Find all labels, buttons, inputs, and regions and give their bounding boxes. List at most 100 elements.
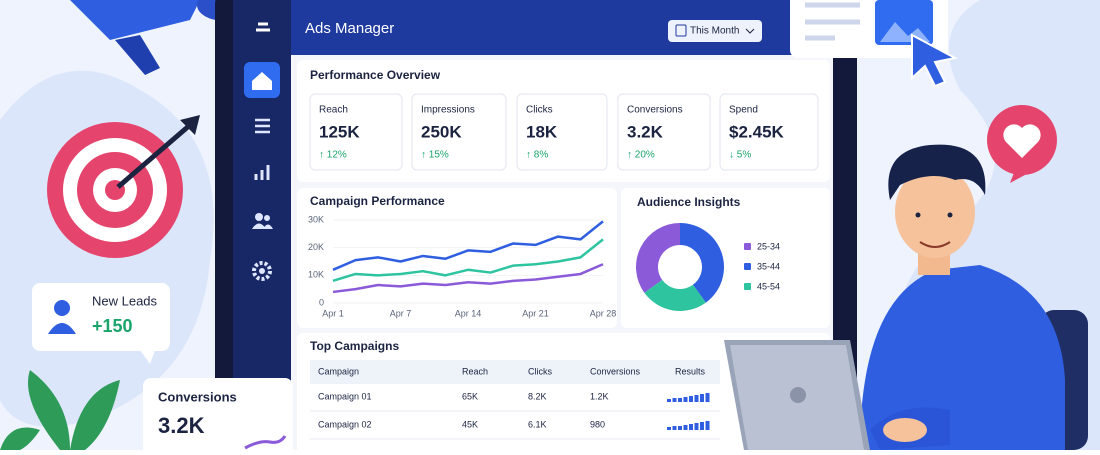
x-tick-label: Apr 1 (322, 308, 344, 318)
panel-title: Campaign Performance (310, 194, 445, 208)
text-lines (805, 2, 860, 41)
donut-segment (680, 223, 724, 303)
kpi-change: ↑ 20% (627, 150, 655, 161)
result-bar (694, 423, 699, 430)
nav-audience[interactable] (252, 213, 273, 229)
campaign-panel (297, 188, 617, 328)
kpi-change: ↓ 5% (729, 150, 751, 161)
conversions-card (143, 378, 293, 455)
nav-settings[interactable] (252, 261, 272, 281)
legend-swatch (744, 243, 751, 250)
result-bar (683, 397, 688, 402)
kpi-card (617, 93, 711, 171)
column-header: Clicks (528, 366, 552, 376)
conversions-label: Conversions (158, 389, 237, 404)
table-cell: 8.2K (528, 391, 547, 401)
legend-swatch (744, 283, 751, 290)
result-bar (689, 424, 693, 430)
cursor-icon (911, 33, 958, 88)
panel-title: Top Campaigns (310, 339, 399, 353)
table-cell: 6.1K (528, 419, 547, 429)
app-title: Ads Manager (305, 20, 394, 37)
column-header: Conversions (590, 366, 641, 376)
y-tick-label: 20K (308, 242, 324, 252)
table-header (310, 360, 720, 384)
legend-swatch (744, 263, 751, 270)
result-bar (667, 399, 671, 402)
table-cell: Campaign 02 (318, 419, 372, 429)
result-bar (667, 427, 671, 430)
kpi-label: Spend (729, 105, 758, 116)
result-bar (700, 394, 704, 402)
x-tick-label: Apr 14 (455, 308, 482, 318)
kpi-label: Conversions (627, 105, 683, 116)
y-tick-label: 10K (308, 270, 324, 280)
kpi-label: Clicks (526, 105, 553, 116)
panel-title: Performance Overview (310, 68, 441, 82)
chevron (745, 28, 755, 34)
calendar-icon (675, 24, 687, 37)
column-header: Campaign (318, 366, 359, 376)
result-bar (705, 421, 710, 430)
result-bar (683, 425, 688, 430)
kpi-card (719, 93, 819, 171)
result-bar (694, 395, 699, 402)
home-icon (252, 72, 272, 90)
result-bar (689, 396, 693, 402)
nav-list[interactable] (255, 118, 270, 134)
line-series (332, 238, 604, 283)
leads-value: +150 (92, 316, 133, 336)
column-header: Reach (462, 366, 488, 376)
y-tick-label: 30K (308, 214, 324, 224)
logo (256, 22, 270, 32)
kpi-change: ↑ 15% (421, 150, 449, 161)
y-tick-label: 0 (319, 297, 324, 307)
kpi-label: Reach (319, 105, 348, 116)
donut-segment (644, 279, 706, 312)
x-tick-label: Apr 7 (390, 308, 412, 318)
sparkline (244, 435, 287, 450)
table-cell: 980 (590, 419, 605, 429)
panel-title: Audience Insights (637, 195, 741, 209)
legend-label: 35-44 (757, 261, 780, 271)
result-bar (678, 398, 682, 402)
legend-label: 25-34 (757, 241, 780, 251)
legend-label: 45-54 (757, 281, 780, 291)
result-bar (672, 426, 677, 430)
kpi-card (516, 93, 608, 171)
leads-label: New Leads (92, 293, 158, 308)
plant (0, 370, 120, 450)
result-bar (700, 422, 704, 430)
table-cell: 1.2K (590, 391, 609, 401)
result-bar (672, 398, 677, 402)
table-cell: 45K (462, 419, 478, 429)
x-tick-label: Apr 28 (590, 308, 617, 318)
conversions-value: 3.2K (158, 413, 205, 438)
date-filter[interactable] (668, 20, 762, 42)
target-icon (47, 115, 200, 258)
kpi-value: 250K (421, 122, 462, 141)
line-series (332, 220, 604, 271)
donut-segment (636, 223, 680, 293)
x-tick-label: Apr 21 (522, 308, 549, 318)
nav-reports[interactable] (254, 165, 270, 180)
heart-bubble (1010, 170, 1025, 183)
kpi-label: Impressions (421, 105, 475, 116)
bubble-tail (140, 350, 155, 364)
result-bar (705, 393, 710, 402)
date-filter-label: This Month (690, 26, 739, 37)
table-cell: Campaign 01 (318, 391, 372, 401)
table-cell: 65K (462, 391, 478, 401)
kpi-value: 3.2K (627, 122, 664, 141)
kpi-change: ↑ 12% (319, 150, 347, 161)
person (724, 144, 1088, 450)
user-icon (54, 300, 70, 316)
column-header: Results (675, 366, 706, 376)
kpi-value: $2.45K (729, 122, 785, 141)
kpi-card (411, 93, 507, 171)
kpi-value: 125K (319, 122, 360, 141)
line-series (332, 263, 604, 294)
kpi-card (309, 93, 403, 171)
kpi-value: 18K (526, 122, 558, 141)
